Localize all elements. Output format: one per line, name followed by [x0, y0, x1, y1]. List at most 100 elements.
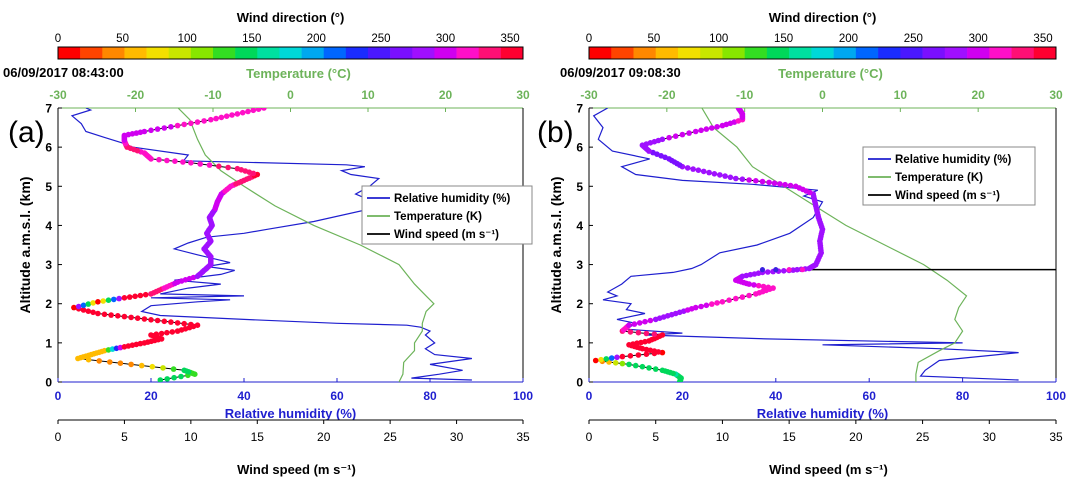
- wind-marker: [171, 374, 177, 381]
- wind-marker: [646, 365, 652, 371]
- colorbar-frame: [588, 46, 1057, 60]
- colorbar-segment: [677, 47, 701, 59]
- wind-marker: [255, 108, 262, 112]
- wind-marker: [153, 331, 160, 338]
- wind-marker: [686, 130, 692, 136]
- colorbar-segment: [190, 47, 214, 59]
- rh-tick-label: 0: [586, 389, 593, 403]
- wind-marker: [639, 363, 646, 370]
- wind-marker: [799, 267, 806, 273]
- colorbar-segment: [722, 47, 745, 59]
- ws-tick-label: 20: [849, 430, 863, 444]
- plot-area: [70, 108, 472, 382]
- wind-marker: [735, 108, 742, 111]
- colorbar-segment: [235, 47, 258, 59]
- altitude-tick-label: 3: [45, 258, 52, 272]
- wind-marker: [75, 303, 82, 310]
- wind-marker: [771, 180, 778, 186]
- ws-tick-label: 35: [1049, 430, 1063, 444]
- colorbar-segment: [878, 47, 901, 59]
- wind-marker: [614, 354, 620, 361]
- colorbar-title: Wind direction (°): [769, 10, 877, 25]
- colorbar-tick-label: 300: [436, 33, 455, 45]
- colorbar-tick-label: 350: [500, 33, 519, 45]
- colorbar-segment: [1033, 47, 1057, 59]
- wind-marker: [700, 168, 707, 175]
- legend-label: Relative humidity (%): [895, 154, 1011, 166]
- ws-axis-title: Wind speed (m s⁻¹): [237, 462, 356, 477]
- colorbar-frame: [57, 46, 524, 60]
- wind-marker: [95, 310, 101, 317]
- wind-marker: [234, 165, 241, 172]
- wind-marker: [759, 178, 766, 185]
- wind-marker: [794, 266, 800, 273]
- ws-tick-label: 25: [383, 430, 397, 444]
- wind-marker: [181, 320, 187, 327]
- colorbar-segment: [589, 47, 612, 59]
- altitude-tick-label: 5: [45, 180, 52, 194]
- wind-marker: [138, 362, 145, 369]
- rh-tick-label: 60: [863, 389, 877, 403]
- wind-marker: [216, 163, 222, 170]
- colorbar-segment: [213, 47, 236, 59]
- wind-marker: [158, 330, 165, 337]
- colorbar-segment: [900, 47, 923, 59]
- wind-marker: [627, 353, 634, 359]
- wind-marker: [786, 267, 792, 273]
- altitude-tick-label: 4: [576, 219, 583, 233]
- wind-marker: [188, 321, 194, 328]
- temperature-tick-label: -30: [49, 88, 67, 102]
- wind-marker: [141, 316, 148, 322]
- wind-marker: [642, 318, 648, 325]
- ws-tick-label: 5: [652, 430, 659, 444]
- wind-marker: [181, 121, 187, 128]
- wind-marker: [592, 357, 599, 364]
- wind-marker: [714, 124, 720, 130]
- wind-marker: [703, 302, 710, 309]
- ws-tick-label: 20: [317, 430, 331, 444]
- wind-marker: [188, 120, 194, 127]
- colorbar-segment: [323, 47, 347, 59]
- legend-box: [361, 185, 533, 245]
- wind-marker: [714, 300, 720, 306]
- colorbar-tick-label: 200: [307, 33, 326, 45]
- colorbar-tick-label: 100: [178, 33, 197, 45]
- wind-marker: [213, 115, 219, 122]
- wind-marker: [245, 108, 251, 115]
- wind-marker: [115, 313, 121, 319]
- wind-marker: [170, 366, 177, 372]
- wind-marker: [739, 294, 746, 300]
- colorbar-segment: [944, 47, 968, 59]
- wind-marker: [746, 292, 752, 299]
- colorbar-tick-label: 50: [116, 33, 129, 45]
- series-line-temperature: [177, 108, 435, 382]
- colorbar-segment: [345, 47, 369, 59]
- wind-marker: [755, 282, 762, 289]
- rh-tick-label: 80: [423, 389, 437, 403]
- ws-tick-label: 0: [586, 430, 593, 444]
- wind-marker: [148, 317, 154, 323]
- wind-marker: [206, 162, 213, 168]
- colorbar-segment: [102, 47, 125, 59]
- wind-marker: [80, 302, 87, 309]
- colorbar-tick-label: 300: [969, 33, 988, 45]
- ws-tick-label: 15: [782, 430, 796, 444]
- altitude-axis-title: Altitude a.m.s.l. (km): [17, 177, 33, 314]
- wind-marker: [770, 285, 776, 291]
- wind-marker: [116, 295, 122, 302]
- wind-marker: [733, 295, 739, 302]
- wind-marker: [126, 294, 133, 300]
- wind-marker: [85, 308, 92, 315]
- wind-marker: [608, 355, 615, 361]
- ws-tick-label: 0: [55, 430, 62, 444]
- legend-label: Temperature (K): [895, 172, 983, 184]
- wind-marker: [782, 181, 788, 188]
- wind-marker: [703, 126, 710, 132]
- temperature-tick-label: 0: [819, 88, 826, 102]
- colorbar-segment: [700, 47, 723, 59]
- ws-tick-label: 10: [716, 430, 730, 444]
- wind-marker: [250, 108, 257, 114]
- legend-box: [862, 146, 1036, 206]
- wind-marker: [733, 175, 739, 182]
- altitude-tick-label: 6: [45, 141, 52, 155]
